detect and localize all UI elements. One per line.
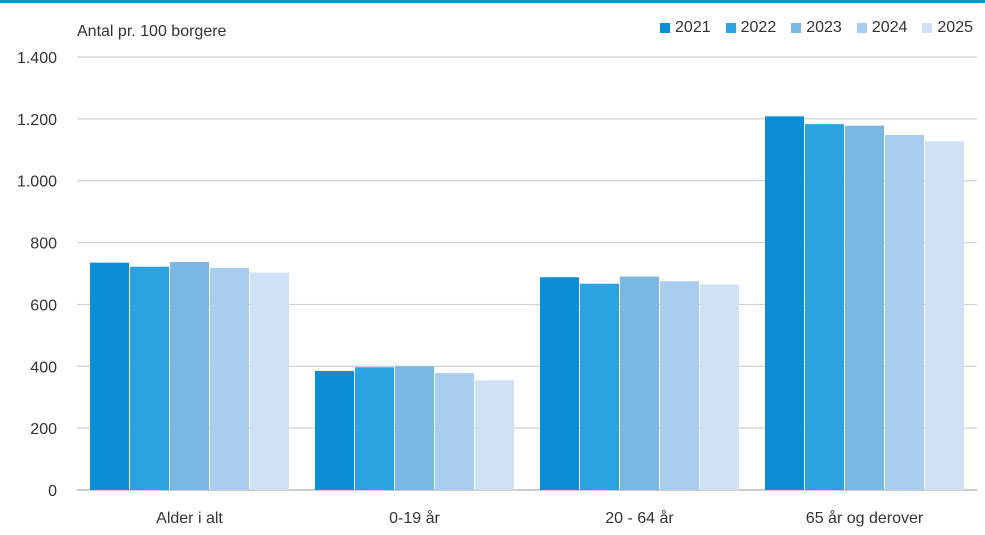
legend-swatch: [791, 23, 802, 33]
y-tick-label: 0: [48, 483, 57, 500]
y-axis-label: Antal pr. 100 borgere: [77, 23, 227, 40]
y-tick-label: 1.000: [17, 174, 57, 191]
bar-2021-1: [315, 370, 354, 490]
y-tick-label: 400: [30, 359, 57, 376]
legend-item-2024: 2024: [856, 19, 908, 37]
bar-2023-1: [395, 366, 434, 490]
bar-2024-1: [435, 373, 474, 490]
bar-2022-0: [130, 266, 169, 490]
y-tick-label: 200: [30, 421, 57, 438]
bar-2025-2: [700, 284, 739, 490]
x-tick-label: Alder i alt: [156, 510, 223, 527]
bar-2024-3: [885, 134, 924, 490]
legend-item-2023: 2023: [791, 19, 842, 37]
bar-2025-1: [475, 380, 514, 490]
bar-2021-2: [540, 277, 579, 490]
y-tick-label: 600: [30, 297, 57, 314]
legend: 2021 2022 2023 2024 2025: [660, 19, 973, 37]
y-tick-label: 1.400: [17, 50, 57, 67]
bar-2021-3: [765, 116, 804, 490]
legend-swatch: [725, 23, 736, 33]
y-axis-ticks: 0 200 400 600 800 1.000 1.200 1.400: [17, 50, 57, 500]
legend-label: 2024: [871, 19, 908, 36]
bar-2023-0: [170, 262, 209, 490]
top-rule: [0, 0, 985, 3]
bar-2021-0: [90, 262, 129, 490]
bar-2024-0: [210, 267, 249, 490]
legend-item-2025: 2025: [922, 19, 973, 37]
bars: [90, 116, 964, 491]
legend-label: 2025: [937, 19, 973, 36]
bar-2022-2: [580, 283, 619, 490]
bar-2022-3: [805, 124, 844, 491]
y-tick-label: 1.200: [17, 112, 57, 129]
x-tick-label: 20 - 64 år: [605, 509, 674, 527]
bar-2025-3: [925, 141, 964, 490]
x-tick-label: 65 år og derover: [806, 509, 924, 527]
bar-2023-2: [620, 276, 659, 490]
bar-2024-2: [660, 281, 699, 490]
legend-item-2022: 2022: [725, 19, 777, 37]
bar-2025-0: [250, 272, 289, 490]
legend-label: 2022: [740, 19, 777, 36]
bar-2022-1: [355, 367, 394, 490]
legend-item-2021: 2021: [660, 19, 711, 37]
bar-2023-3: [845, 125, 884, 490]
legend-swatch: [660, 23, 671, 33]
legend-swatch: [856, 23, 867, 33]
y-tick-label: 800: [30, 236, 57, 253]
x-axis-ticks: Alder i alt 0-19 år 20 - 64 år 65 år og der…: [156, 509, 924, 527]
legend-label: 2023: [806, 19, 842, 36]
legend-label: 2021: [675, 19, 711, 36]
legend-swatch: [922, 23, 933, 33]
x-tick-label: 0-19 år: [389, 509, 440, 527]
